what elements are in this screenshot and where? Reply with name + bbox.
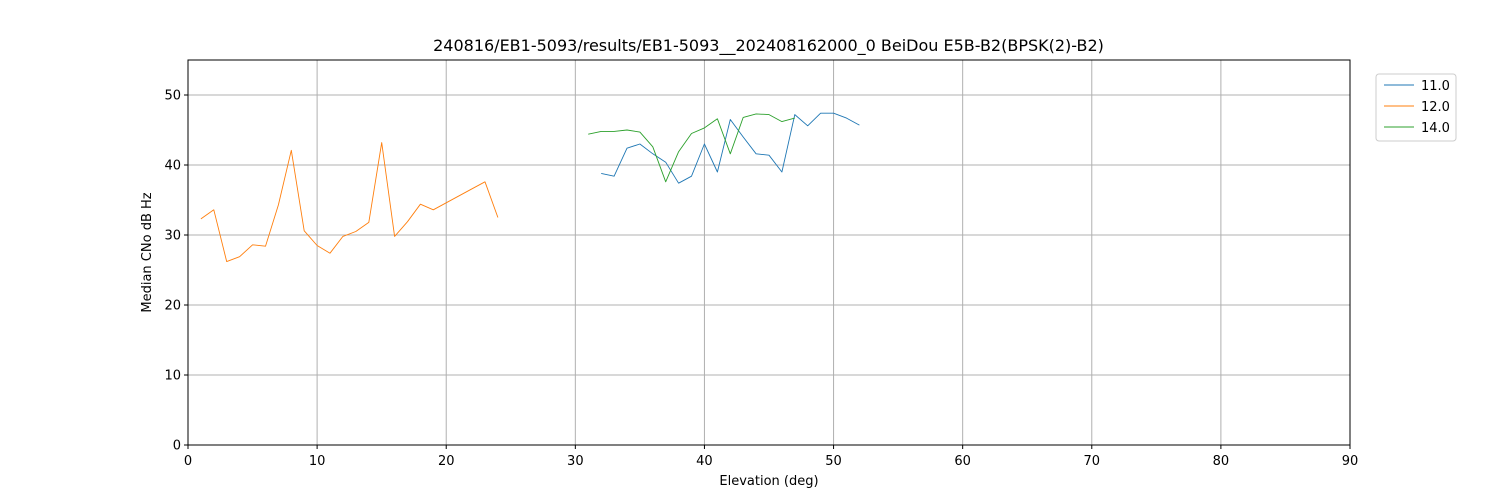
series-group bbox=[200, 112, 860, 263]
legend-entry-label: 11.0 bbox=[1421, 79, 1450, 94]
legend-entry-label: 12.0 bbox=[1421, 100, 1450, 115]
y-axis-label: Median CNo dB Hz bbox=[140, 192, 155, 312]
grid bbox=[187, 60, 1351, 446]
series-line-11.0 bbox=[601, 112, 860, 184]
x-tick-label: 0 bbox=[184, 454, 192, 469]
x-tick-label: 50 bbox=[825, 454, 842, 469]
plot-frame bbox=[187, 59, 1351, 446]
x-tick-label: 80 bbox=[1213, 454, 1230, 469]
legend-box bbox=[1375, 73, 1457, 142]
axis-ticks: 0 10 20 30 40 50 60 70 80 90 0 10 20 30 40 50 bbox=[164, 89, 1358, 470]
legend-entry-label: 14.0 bbox=[1421, 121, 1450, 136]
y-tick-label: 30 bbox=[164, 229, 181, 244]
x-tick-label: 30 bbox=[567, 454, 584, 469]
legend: 11.0 12.0 14.0 bbox=[1375, 73, 1457, 142]
series-line-14.0 bbox=[588, 113, 795, 183]
x-axis-label: Elevation (deg) bbox=[719, 474, 818, 489]
y-tick-label: 50 bbox=[164, 89, 181, 104]
y-tick-label: 20 bbox=[164, 299, 181, 314]
x-tick-label: 10 bbox=[309, 454, 326, 469]
x-tick-label: 20 bbox=[438, 454, 455, 469]
x-tick-label: 40 bbox=[696, 454, 713, 469]
x-tick-label: 70 bbox=[1084, 454, 1101, 469]
x-tick-label: 60 bbox=[954, 454, 971, 469]
y-tick-label: 40 bbox=[164, 159, 181, 174]
x-tick-label: 90 bbox=[1342, 454, 1359, 469]
y-tick-label: 0 bbox=[173, 439, 181, 454]
chart-title: 240816/EB1-5093/results/EB1-5093__202408… bbox=[433, 36, 1104, 56]
series-line-12.0 bbox=[200, 142, 499, 263]
y-tick-label: 10 bbox=[164, 369, 181, 384]
